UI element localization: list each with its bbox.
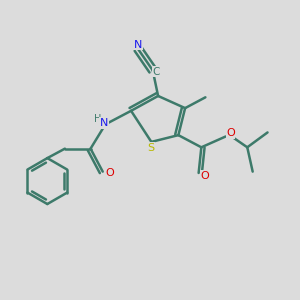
Text: N: N: [100, 118, 108, 128]
Text: O: O: [226, 128, 235, 138]
Text: C: C: [152, 67, 160, 76]
Text: S: S: [147, 143, 155, 153]
Text: O: O: [200, 171, 209, 181]
Text: H: H: [94, 115, 101, 124]
Text: O: O: [105, 168, 114, 178]
Text: N: N: [134, 40, 142, 50]
